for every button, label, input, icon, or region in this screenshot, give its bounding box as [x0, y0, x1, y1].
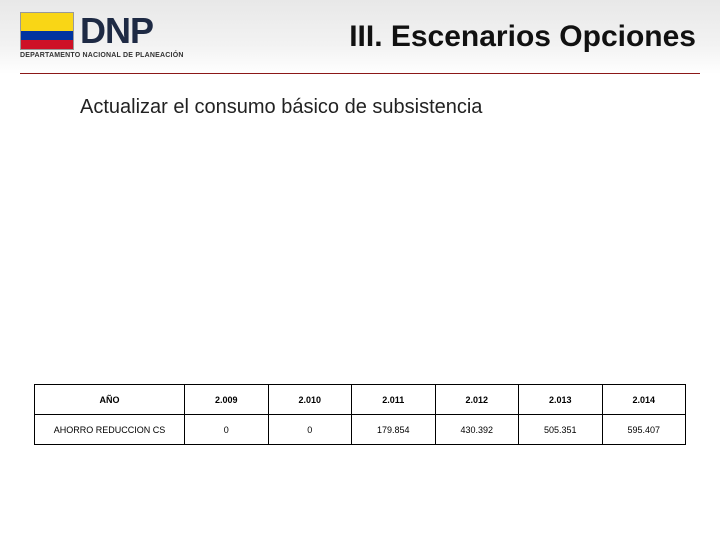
cell: 505.351 [519, 415, 603, 445]
cell: 0 [268, 415, 352, 445]
col-header: 2.014 [602, 385, 686, 415]
cell: 179.854 [352, 415, 436, 445]
page-subtitle: Actualizar el consumo básico de subsiste… [80, 96, 680, 119]
cell: 0 [185, 415, 269, 445]
cell: 430.392 [435, 415, 519, 445]
col-header: 2.011 [352, 385, 436, 415]
logo-acronym: DNP [80, 13, 153, 49]
page-title: III. Escenarios Opciones [250, 20, 696, 54]
row-label: AHORRO REDUCCION CS [35, 415, 185, 445]
dnp-logo: DNP DEPARTAMENTO NACIONAL DE PLANEACIÓN [20, 12, 238, 59]
cell: 595.407 [602, 415, 686, 445]
table-header-row: AÑO 2.009 2.010 2.011 2.012 2.013 2.014 [35, 385, 686, 415]
header-rule [20, 73, 700, 74]
data-table: AÑO 2.009 2.010 2.011 2.012 2.013 2.014 … [34, 384, 686, 445]
header-label: AÑO [35, 385, 185, 415]
colombia-flag-icon [20, 12, 74, 50]
col-header: 2.013 [519, 385, 603, 415]
col-header: 2.012 [435, 385, 519, 415]
table-row: AHORRO REDUCCION CS 0 0 179.854 430.392 … [35, 415, 686, 445]
col-header: 2.009 [185, 385, 269, 415]
logo-subtitle: DEPARTAMENTO NACIONAL DE PLANEACIÓN [20, 52, 238, 59]
col-header: 2.010 [268, 385, 352, 415]
